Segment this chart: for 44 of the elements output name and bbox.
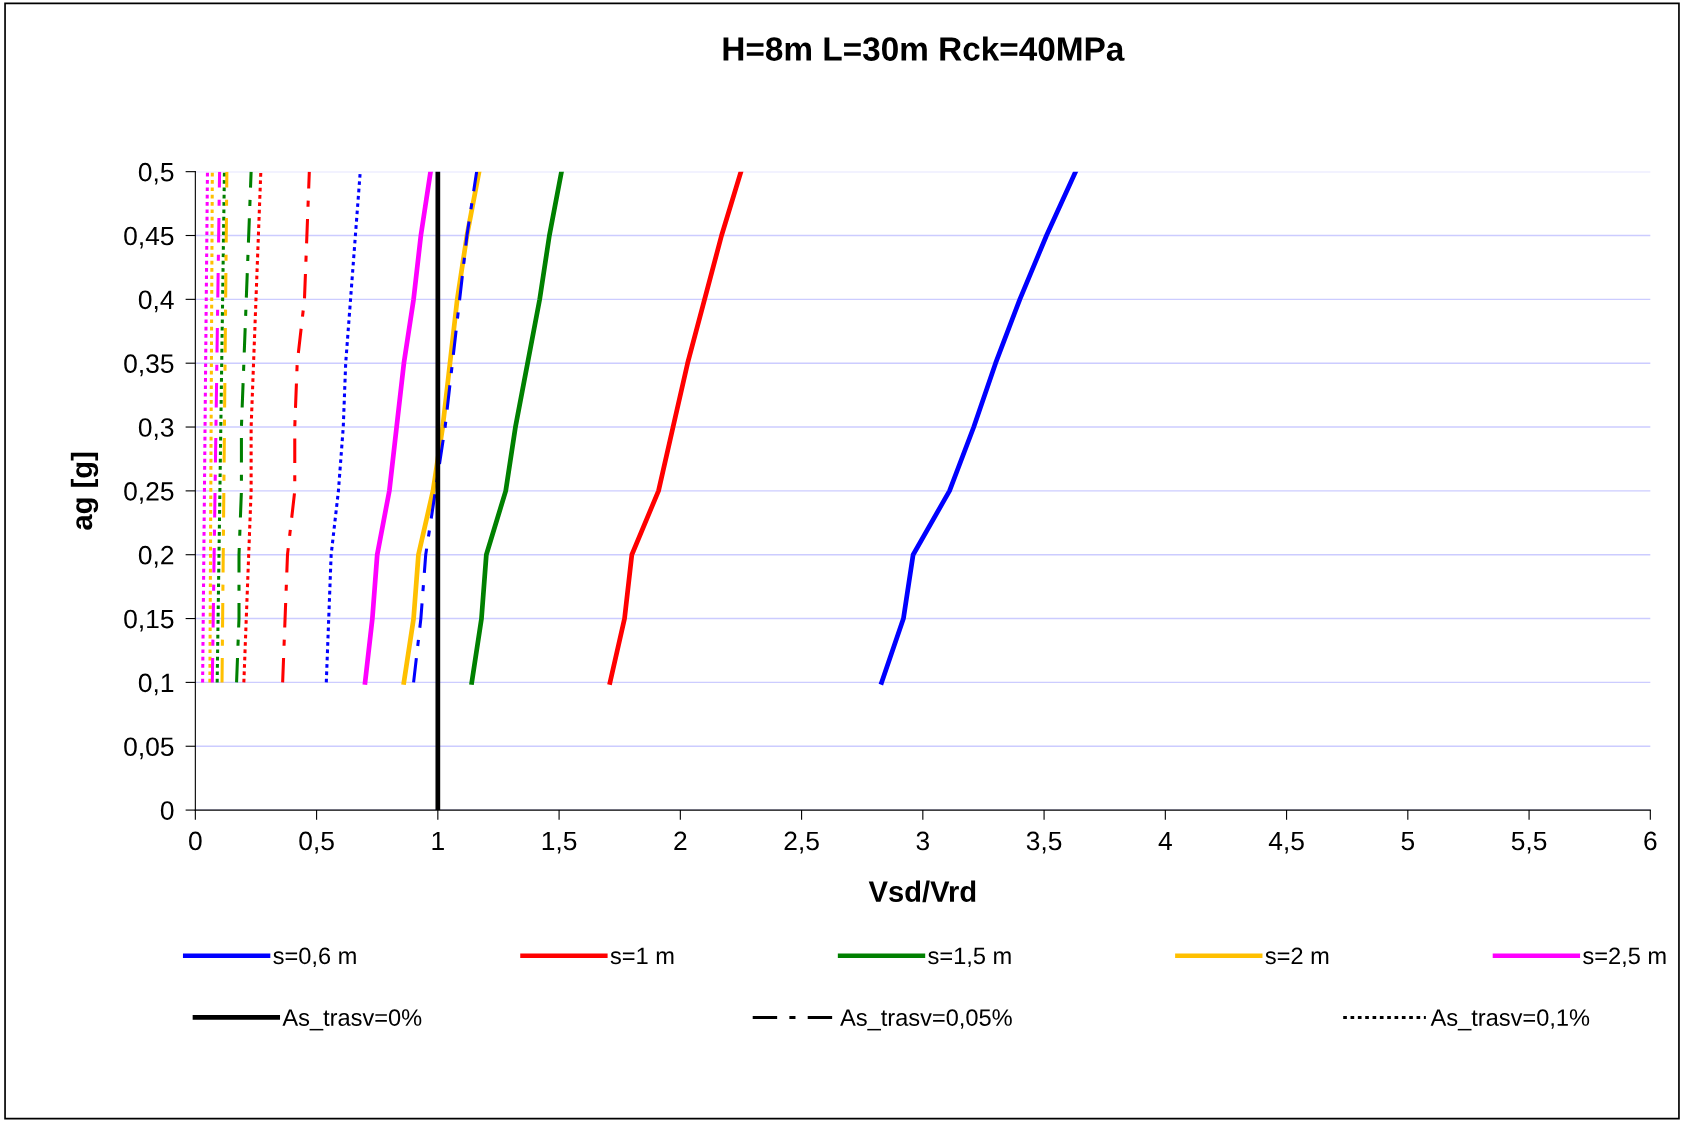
x-tick-label: 6 bbox=[1644, 831, 1657, 851]
y-tick-label: 0,1 bbox=[138, 673, 174, 696]
line-series bbox=[879, 171, 1078, 685]
y-tick-label: 0,3 bbox=[138, 418, 174, 440]
legend-label: As_trasv=0% bbox=[282, 1009, 422, 1031]
x-tick-label: 5,5 bbox=[1511, 831, 1547, 854]
legend-label: s=0,6 m bbox=[273, 947, 356, 968]
y-tick-label: 0 bbox=[160, 801, 174, 820]
line-series bbox=[324, 171, 362, 684]
x-tick-label: 1 bbox=[432, 831, 444, 851]
x-tick-label: 2 bbox=[674, 831, 687, 851]
y-tick-label: 0,35 bbox=[124, 354, 174, 377]
y-tick-label: 0,45 bbox=[124, 226, 174, 249]
x-tick-label: 4 bbox=[1158, 831, 1172, 851]
x-axis-title: Vsd/Vrd bbox=[868, 880, 976, 903]
legend-label: s=2 m bbox=[1265, 947, 1329, 965]
y-tick-label: 0,5 bbox=[138, 162, 174, 185]
x-tick-label: 5 bbox=[1401, 831, 1415, 851]
line-series bbox=[607, 171, 744, 685]
y-tick-label: 0,05 bbox=[124, 737, 174, 760]
chart-title: H=8m L=30m Rck=40MPa bbox=[723, 36, 1125, 61]
line-series bbox=[362, 171, 433, 685]
legend-label: s=1 m bbox=[610, 947, 674, 965]
x-tick-label: 0,5 bbox=[299, 831, 334, 854]
y-tick-label: 0,2 bbox=[138, 545, 174, 568]
x-tick-label: 4,5 bbox=[1268, 831, 1304, 854]
legend-label: s=2,5 m bbox=[1583, 947, 1666, 968]
y-axis-title: ag [g] bbox=[70, 452, 99, 530]
line-series bbox=[412, 171, 479, 684]
line-series bbox=[242, 171, 263, 684]
legend-label: As_trasv=0,1% bbox=[1430, 1009, 1590, 1031]
y-tick-label: 0,15 bbox=[124, 609, 174, 632]
y-tick-label: 0,25 bbox=[124, 482, 174, 504]
x-tick-label: 2,5 bbox=[784, 831, 819, 854]
line-series bbox=[235, 171, 253, 684]
x-tick-label: 1,5 bbox=[542, 831, 577, 854]
line-series bbox=[469, 171, 564, 685]
x-tick-label: 0 bbox=[189, 831, 202, 851]
y-tick-label: 0,4 bbox=[138, 290, 174, 313]
x-tick-label: 3 bbox=[916, 831, 930, 851]
legend-label: As_trasv=0,05% bbox=[840, 1009, 1012, 1031]
legend-label: s=1,5 m bbox=[928, 947, 1011, 968]
line-series bbox=[281, 171, 311, 684]
x-tick-label: 3,5 bbox=[1026, 831, 1062, 854]
